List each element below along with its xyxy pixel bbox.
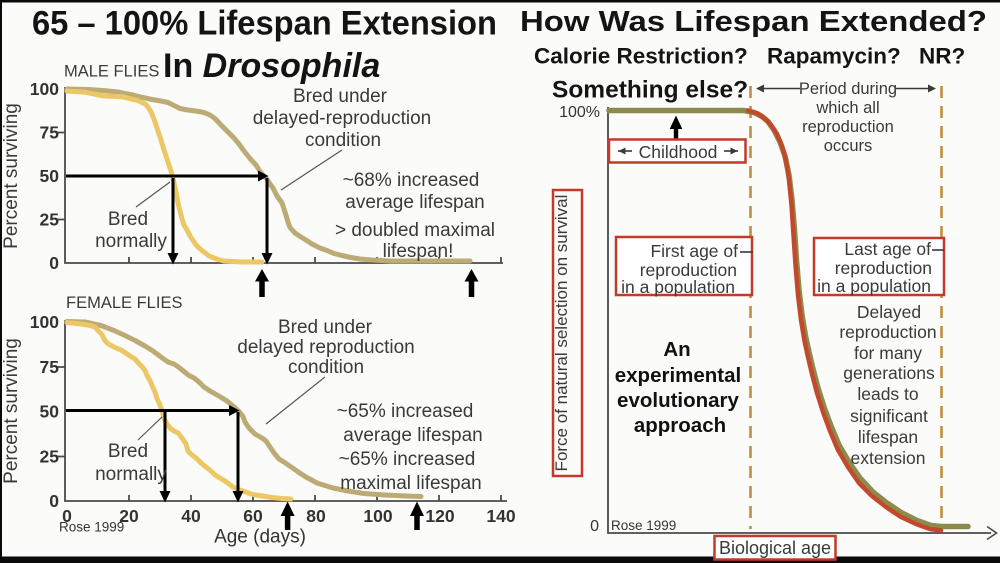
svg-text:Bred: Bred: [108, 441, 148, 462]
svg-text:20: 20: [119, 506, 139, 526]
svg-text:Biological age: Biological age: [719, 538, 831, 558]
svg-text:100: 100: [30, 79, 59, 99]
svg-text:0: 0: [49, 491, 59, 511]
svg-text:40: 40: [181, 506, 201, 526]
svg-text:extension: extension: [851, 448, 926, 468]
svg-text:Rose 1999: Rose 1999: [59, 520, 124, 535]
svg-text:leads to: leads to: [857, 384, 918, 404]
svg-text:~68% increased: ~68% increased: [343, 170, 480, 191]
svg-text:Percent surviving: Percent surviving: [1, 103, 22, 249]
svg-text:Bred: Bred: [108, 209, 148, 230]
svg-text:80: 80: [306, 506, 326, 526]
svg-text:reproduction: reproduction: [835, 258, 932, 278]
svg-text:Childhood: Childhood: [639, 142, 718, 162]
svg-text:0: 0: [49, 253, 59, 273]
svg-text:condition: condition: [305, 130, 381, 151]
svg-text:140: 140: [486, 506, 515, 526]
svg-text:~65% increased: ~65% increased: [337, 401, 474, 422]
svg-text:approach: approach: [634, 414, 726, 437]
svg-text:25: 25: [40, 210, 60, 230]
svg-text:lifespan: lifespan: [858, 427, 918, 447]
svg-text:0: 0: [62, 506, 72, 526]
svg-text:Last age of: Last age of: [844, 239, 931, 259]
svg-text:experimental: experimental: [615, 364, 741, 387]
svg-text:Force of natural selection on: Force of natural selection on survival: [552, 195, 571, 472]
svg-text:Rose 1999: Rose 1999: [611, 518, 676, 533]
svg-text:120: 120: [425, 506, 454, 526]
svg-text:100: 100: [363, 506, 392, 526]
svg-text:Delayed: Delayed: [857, 302, 921, 322]
svg-text:How Was Lifespan Extended?: How Was Lifespan Extended?: [520, 6, 987, 38]
svg-text:75: 75: [40, 357, 60, 377]
svg-text:generations: generations: [843, 363, 935, 383]
svg-text:75: 75: [40, 123, 60, 143]
svg-text:65 – 100% Lifespan Extension: 65 – 100% Lifespan Extension: [32, 5, 497, 43]
svg-text:50: 50: [40, 166, 60, 186]
svg-text:Something else?: Something else?: [552, 77, 748, 104]
svg-text:Age (days): Age (days): [214, 527, 306, 548]
svg-text:reproduction: reproduction: [640, 260, 737, 280]
svg-text:significant: significant: [850, 406, 928, 426]
svg-text:delayed reproduction: delayed reproduction: [237, 337, 414, 358]
svg-text:average lifespan: average lifespan: [345, 192, 484, 213]
svg-text:FEMALE FLIES: FEMALE FLIES: [66, 294, 182, 312]
svg-text:Rapamycin?: Rapamycin?: [767, 44, 901, 69]
svg-text:lifespan!: lifespan!: [383, 241, 454, 262]
svg-text:~65% increased: ~65% increased: [339, 449, 476, 470]
svg-text:50: 50: [40, 402, 60, 422]
svg-text:for many: for many: [854, 343, 922, 363]
svg-text:> doubled maximal: > doubled maximal: [335, 220, 495, 241]
svg-text:In Drosophila: In Drosophila: [163, 47, 380, 85]
svg-text:Bred under: Bred under: [293, 86, 388, 107]
svg-text:reproduction: reproduction: [839, 322, 936, 342]
svg-text:which all: which all: [815, 99, 879, 117]
svg-text:delayed-reproduction: delayed-reproduction: [253, 108, 432, 129]
svg-text:60: 60: [243, 506, 263, 526]
svg-text:An: An: [663, 338, 690, 361]
svg-text:occurs: occurs: [824, 137, 873, 155]
svg-text:0: 0: [590, 518, 599, 535]
svg-text:100: 100: [30, 312, 59, 332]
svg-text:evolutionary: evolutionary: [617, 389, 739, 412]
svg-text:maximal lifespan: maximal lifespan: [340, 473, 482, 494]
svg-text:25: 25: [40, 447, 60, 467]
svg-text:in a population: in a population: [817, 276, 931, 296]
svg-text:in a population: in a population: [621, 277, 735, 297]
svg-text:average lifespan: average lifespan: [343, 425, 482, 446]
svg-text:Period during: Period during: [799, 80, 897, 98]
svg-text:First age of: First age of: [650, 241, 738, 261]
svg-text:normally: normally: [95, 464, 167, 485]
svg-text:normally: normally: [95, 231, 167, 252]
svg-text:NR?: NR?: [919, 44, 965, 69]
svg-text:100%: 100%: [559, 104, 600, 121]
svg-text:MALE FLIES: MALE FLIES: [64, 63, 159, 81]
svg-text:Percent surviving: Percent surviving: [1, 338, 22, 484]
svg-text:Calorie Restriction?: Calorie Restriction?: [534, 44, 748, 69]
svg-text:condition: condition: [288, 357, 364, 378]
svg-text:reproduction: reproduction: [802, 118, 894, 136]
svg-text:Bred under: Bred under: [278, 317, 373, 338]
